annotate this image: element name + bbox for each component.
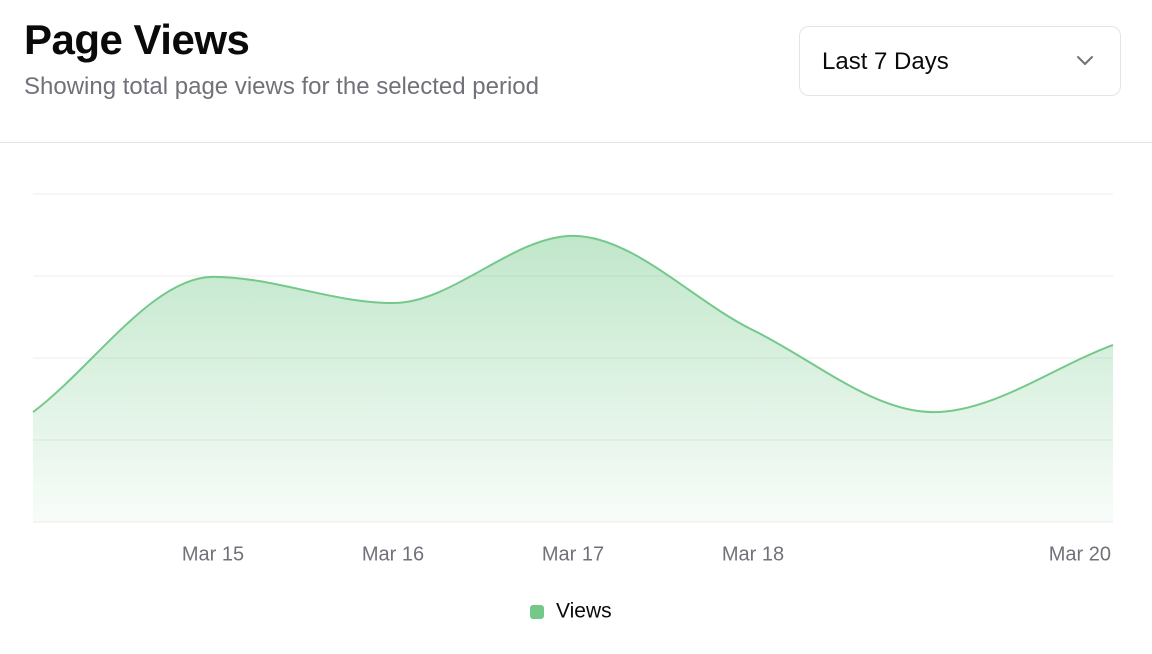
chart-subtitle: Showing total page views for the selecte… — [24, 73, 539, 100]
x-tick-label: Mar 17 — [542, 543, 604, 565]
x-tick-label: Mar 15 — [182, 543, 244, 565]
period-dropdown[interactable]: Last 7 Days — [799, 26, 1121, 96]
divider — [0, 142, 1152, 143]
area-fill — [33, 235, 1113, 522]
chart-title: Page Views — [24, 16, 250, 63]
dropdown-label: Last 7 Days — [822, 48, 949, 75]
x-tick-label: Mar 18 — [722, 543, 784, 565]
x-tick-label: Mar 20 — [1049, 543, 1111, 565]
x-tick-label: Mar 16 — [362, 543, 424, 565]
legend-swatch — [530, 605, 544, 619]
area-line — [32, 234, 1114, 414]
legend-label: Views — [556, 600, 612, 623]
chevron-icon — [1077, 56, 1093, 65]
chart: Mar 15 Mar 16 Mar 17 Mar 18 Mar 20 Views — [32, 193, 1114, 623]
